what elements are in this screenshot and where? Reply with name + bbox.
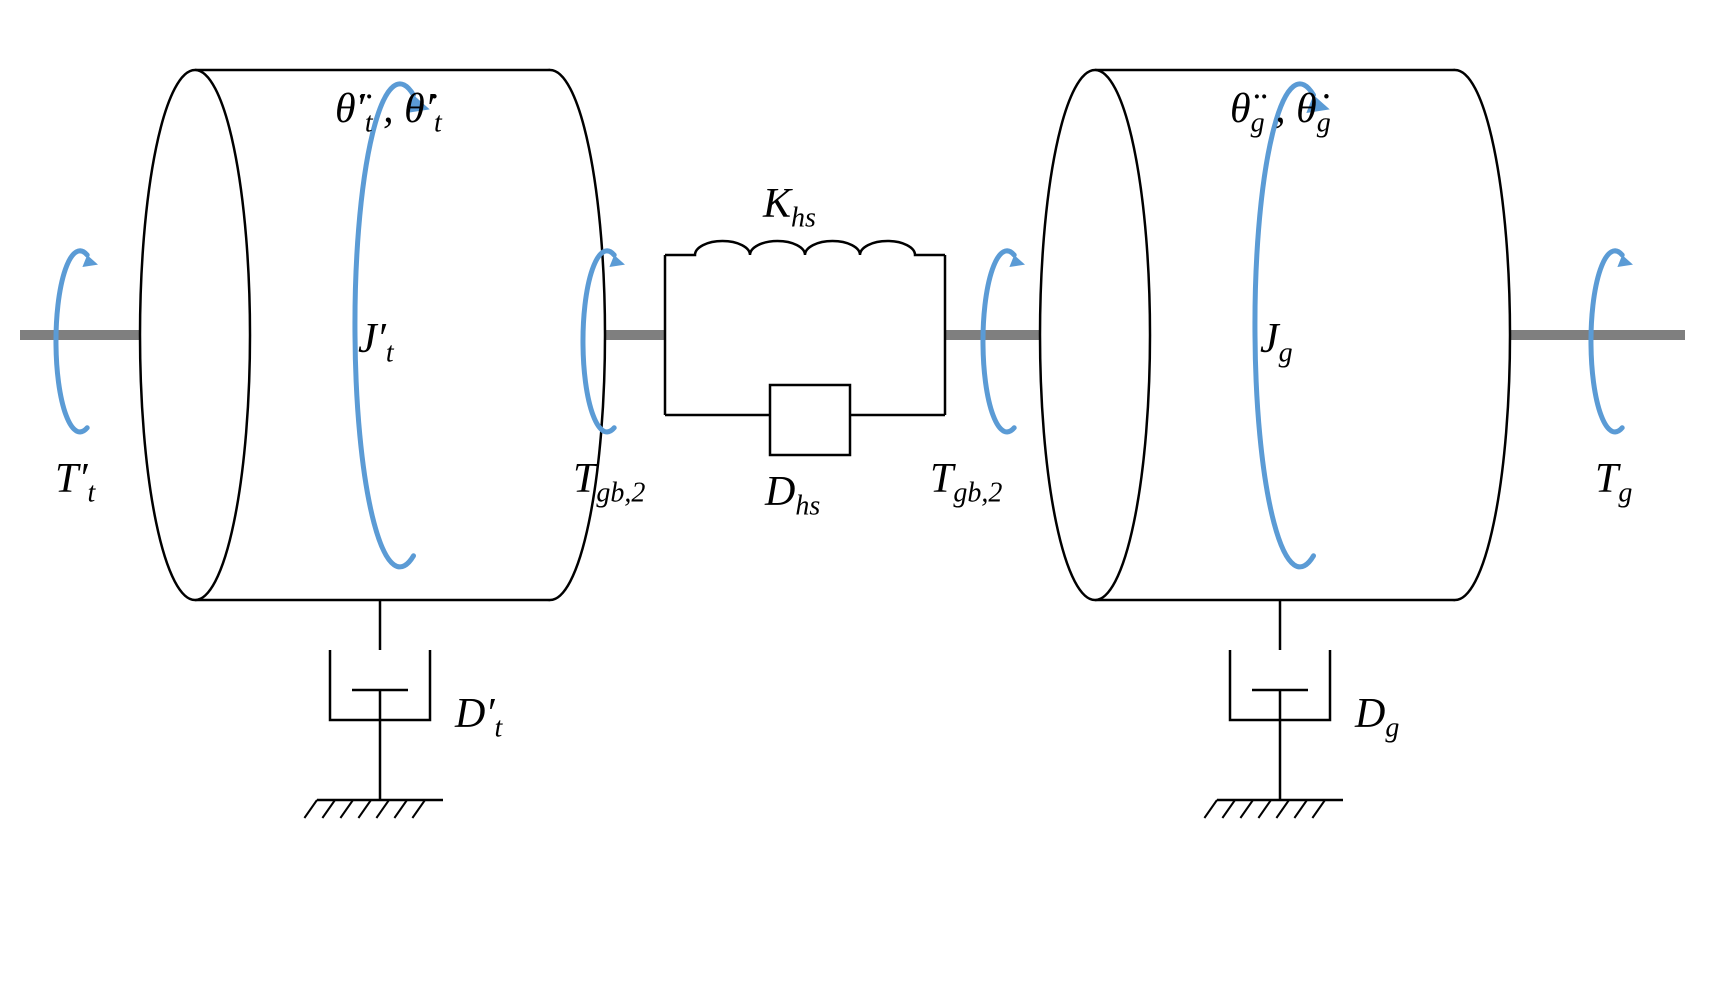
label-Tg: Tg [1595,455,1632,509]
label-Jt: J′t [358,315,394,369]
label-Dt: D′t [455,690,502,744]
label-Khs: Khs [763,180,816,234]
label-Tgb2-right: Tgb,2 [930,455,1002,509]
label-Dhs: Dhs [765,468,820,522]
two-mass-drivetrain-diagram [0,0,1735,982]
label-theta-t: θ̈′t , θ̇′t [335,85,442,139]
label-Dg: Dg [1355,690,1399,744]
label-Tt: T′t [55,455,95,509]
label-Jg: Jg [1260,315,1293,369]
label-Tgb2-left: Tgb,2 [573,455,645,509]
label-theta-g: θ̈g , θ̇g [1230,85,1331,139]
